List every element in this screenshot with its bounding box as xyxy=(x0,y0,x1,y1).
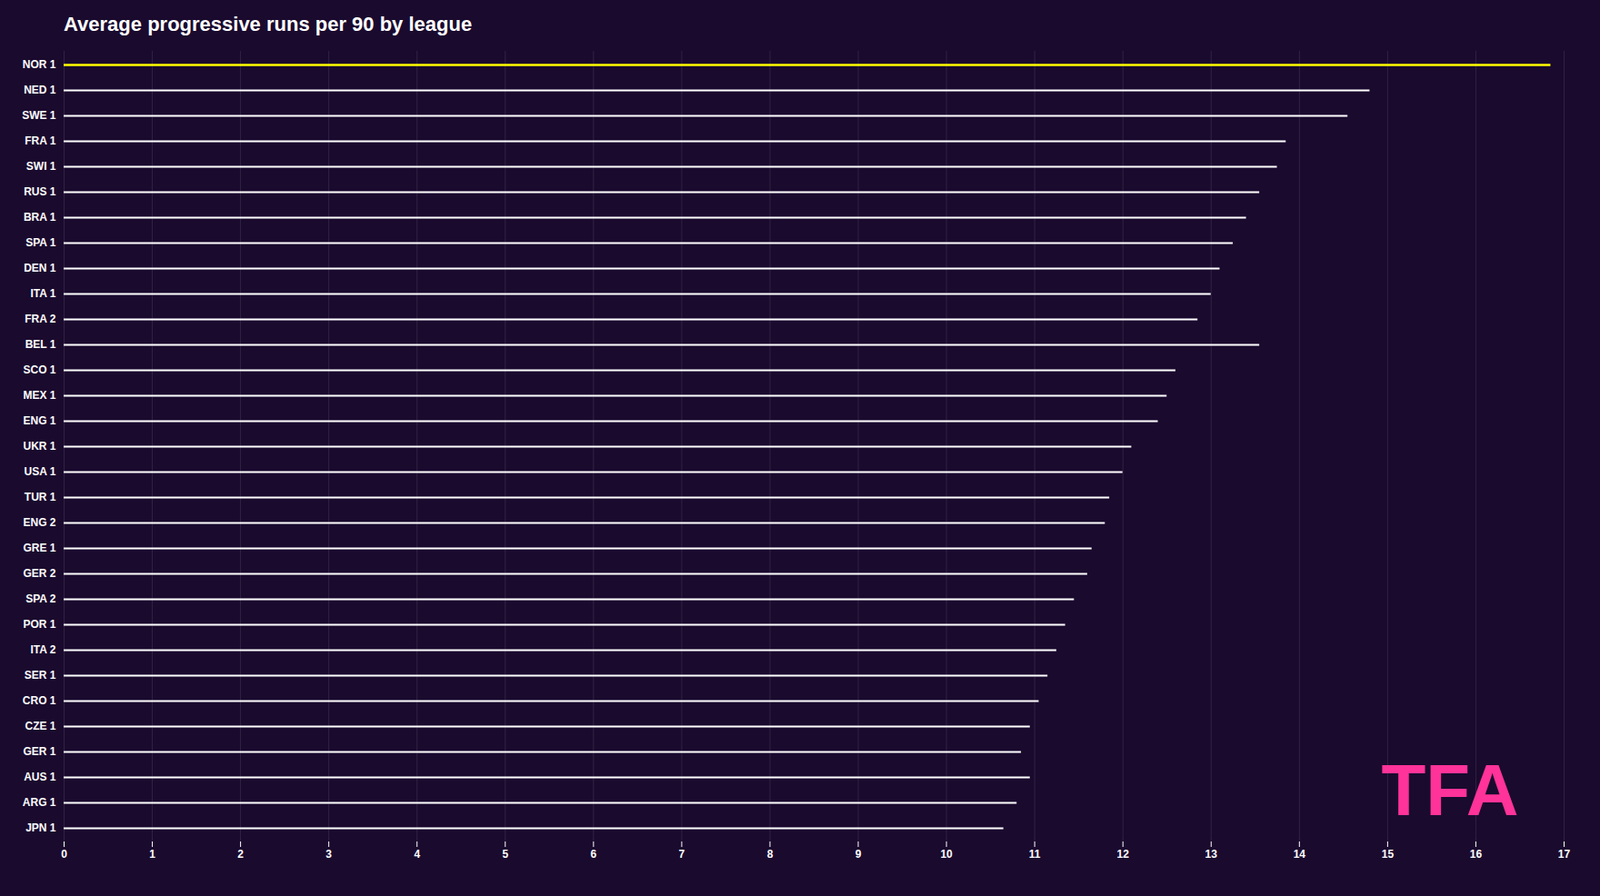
svg-text:NED 1: NED 1 xyxy=(23,83,57,97)
svg-text:GER 2: GER 2 xyxy=(22,567,56,580)
svg-text:ENG 2: ENG 2 xyxy=(22,516,56,530)
svg-text:TUR 1: TUR 1 xyxy=(24,490,57,504)
svg-text:CRO 1: CRO 1 xyxy=(22,694,57,708)
svg-text:ITA 1: ITA 1 xyxy=(30,287,56,300)
html-text:Average progressive runs per 9: Average progressive runs per 90 by leagu… xyxy=(63,12,472,36)
svg-text:SCO 1: SCO 1 xyxy=(22,363,56,377)
svg-text:10: 10 xyxy=(940,848,953,861)
svg-text:GER 1: GER 1 xyxy=(22,745,56,759)
svg-text:SWE 1: SWE 1 xyxy=(21,109,57,122)
svg-text:13: 13 xyxy=(1205,848,1219,861)
svg-text:1: 1 xyxy=(149,848,156,861)
svg-text:6: 6 xyxy=(590,848,598,861)
svg-text:DEN 1: DEN 1 xyxy=(23,261,57,275)
svg-text:ENG 1: ENG 1 xyxy=(22,414,56,428)
svg-text:15: 15 xyxy=(1381,848,1395,861)
svg-text:POR 1: POR 1 xyxy=(22,618,56,631)
svg-text:9: 9 xyxy=(855,848,862,861)
svg-text:BEL 1: BEL 1 xyxy=(25,338,57,351)
svg-text:ITA 2: ITA 2 xyxy=(30,643,56,657)
svg-text:USA 1: USA 1 xyxy=(24,465,57,479)
svg-text:8: 8 xyxy=(767,848,774,861)
svg-text:17: 17 xyxy=(1558,848,1571,861)
svg-text:2: 2 xyxy=(237,848,244,861)
svg-text:SER 1: SER 1 xyxy=(24,669,57,682)
svg-text:3: 3 xyxy=(325,848,332,861)
svg-text:4: 4 xyxy=(413,848,420,861)
svg-text:12: 12 xyxy=(1117,848,1130,861)
svg-text:GRE 1: GRE 1 xyxy=(22,541,56,555)
svg-text:CZE 1: CZE 1 xyxy=(24,720,56,733)
svg-text:TFA: TFA xyxy=(1380,750,1519,831)
svg-text:0: 0 xyxy=(60,848,68,861)
svg-text:RUS 1: RUS 1 xyxy=(23,185,57,199)
svg-text:FRA 1: FRA 1 xyxy=(24,134,57,148)
svg-text:SPA 1: SPA 1 xyxy=(25,236,57,250)
svg-text:MEX 1: MEX 1 xyxy=(22,389,56,402)
svg-text:14: 14 xyxy=(1293,848,1307,861)
svg-text:5: 5 xyxy=(501,848,509,861)
svg-text:JPN 1: JPN 1 xyxy=(25,821,57,835)
svg-text:7: 7 xyxy=(679,848,686,861)
svg-text:FRA 2: FRA 2 xyxy=(24,312,57,326)
svg-text:AUS 1: AUS 1 xyxy=(23,770,57,784)
svg-text:SWI 1: SWI 1 xyxy=(26,160,57,173)
svg-text:NOR 1: NOR 1 xyxy=(22,58,57,71)
svg-text:ARG 1: ARG 1 xyxy=(22,796,57,810)
svg-text:16: 16 xyxy=(1470,848,1483,861)
svg-text:11: 11 xyxy=(1029,848,1041,861)
svg-text:UKR 1: UKR 1 xyxy=(22,440,56,453)
svg-text:SPA 2: SPA 2 xyxy=(25,592,57,606)
svg-text:BRA 1: BRA 1 xyxy=(23,210,57,224)
